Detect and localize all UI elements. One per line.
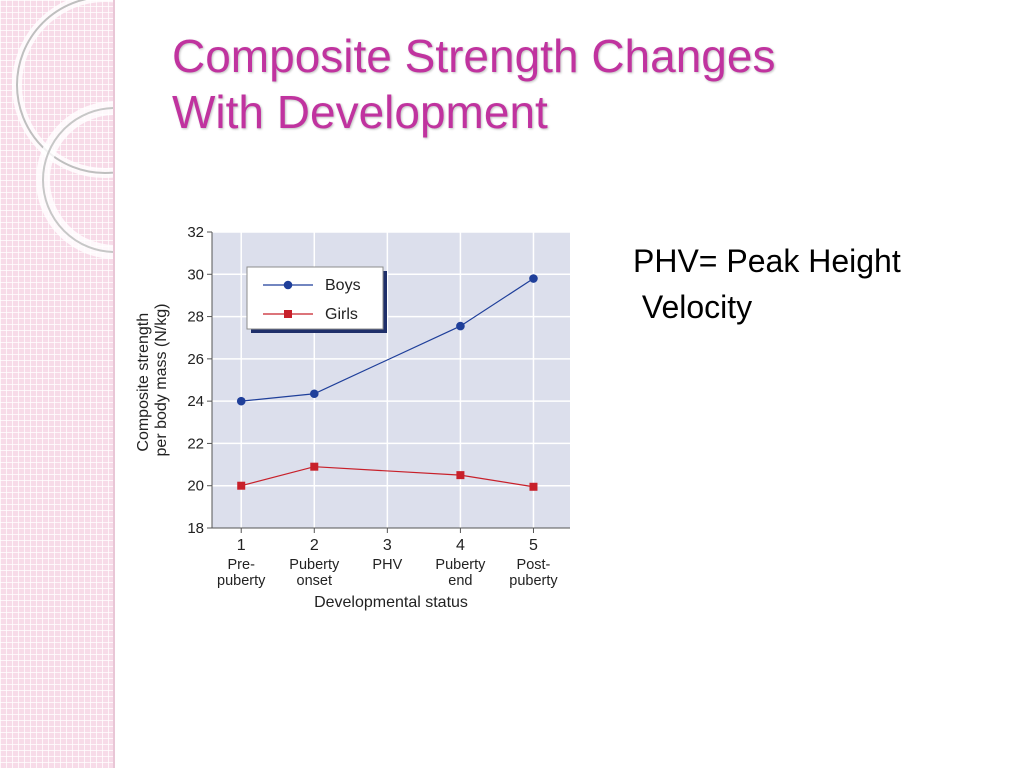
series-line-girls [241, 466, 534, 488]
point-boys-4 [456, 321, 465, 331]
point-boys-5 [529, 274, 538, 283]
point-boys-2 [309, 389, 319, 399]
y-axis-label: Composite strength per body mass (N/kg) [135, 304, 170, 457]
x-axis-label: Developmental status [314, 594, 468, 611]
series-group [236, 274, 538, 491]
x-tick-number-1: 1 [237, 537, 246, 554]
point-girls-4 [456, 471, 465, 480]
legend-label-girls: Girls [325, 306, 358, 323]
slide-title-line-2: With Development [172, 86, 548, 138]
slide-title: Composite Strength Changes With Developm… [172, 28, 992, 140]
x-tick-label-2-line-2: onset [297, 573, 332, 589]
legend-label-boys: Boys [325, 277, 361, 294]
point-boys-1 [236, 396, 246, 406]
x-tick-label-1-line-2: puberty [217, 573, 266, 589]
legend: Boys Girls [246, 266, 387, 333]
x-tick-label-2-line-1: Puberty [289, 557, 340, 573]
x-tick-number-3: 3 [383, 537, 392, 554]
x-tick-number-2: 2 [310, 537, 319, 554]
y-tick-label-30: 30 [187, 266, 204, 283]
x-tick-label-3-line-1: PHV [372, 557, 402, 573]
slide-title-line-1: Composite Strength Changes [172, 30, 776, 82]
y-tick-label-20: 20 [187, 478, 204, 495]
legend-marker-boys [283, 280, 293, 290]
y-axis-label-line-2: per body mass (N/kg) [153, 304, 170, 457]
point-girls-5 [529, 482, 538, 491]
x-tick-labels: 1Pre-puberty2Pubertyonset3PHV4Pubertyend… [217, 537, 558, 589]
decorative-rings [12, 0, 113, 259]
x-tick-number-5: 5 [529, 537, 538, 554]
legend-box [246, 266, 384, 330]
y-axis-label-line-1: Composite strength [135, 313, 152, 452]
series-line-boys [241, 278, 534, 402]
y-tick-label-22: 22 [187, 435, 204, 452]
y-tick-label-26: 26 [187, 351, 204, 368]
phv-note-line-1: PHV= Peak Height [633, 243, 901, 279]
point-girls-2 [310, 462, 319, 471]
phv-note: PHV= Peak Height Velocity [633, 238, 1013, 330]
phv-note-line-2: Velocity [633, 289, 753, 325]
y-tick-label-24: 24 [187, 393, 204, 410]
y-tick-labels: 18 20 22 24 26 28 30 32 [187, 224, 204, 537]
point-girls-1 [237, 481, 246, 490]
x-tick-label-4-line-2: end [448, 573, 472, 589]
x-tick-label-5-line-1: Post- [517, 557, 551, 573]
legend-marker-girls [284, 310, 292, 318]
x-tick-label-4-line-1: Puberty [435, 557, 486, 573]
x-tick-number-4: 4 [456, 537, 465, 554]
y-tick-label-32: 32 [187, 224, 204, 241]
y-tick-label-28: 28 [187, 309, 204, 326]
axes [207, 231, 570, 533]
decorative-side-strip [0, 0, 115, 768]
x-tick-label-5-line-2: puberty [509, 573, 558, 589]
y-tick-label-18: 18 [187, 520, 204, 537]
x-tick-label-1-line-1: Pre- [228, 557, 256, 573]
